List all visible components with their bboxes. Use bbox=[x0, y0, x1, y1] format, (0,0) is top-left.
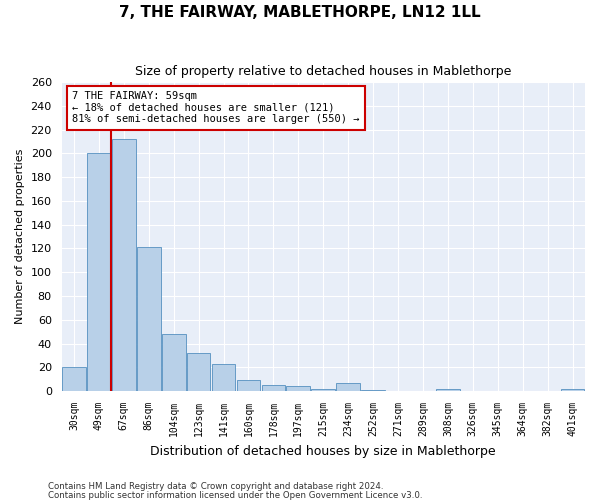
Bar bbox=[560, 389, 584, 391]
Bar bbox=[212, 364, 235, 391]
Y-axis label: Number of detached properties: Number of detached properties bbox=[15, 149, 25, 324]
Bar bbox=[187, 353, 211, 391]
Bar bbox=[361, 390, 385, 391]
Text: 7, THE FAIRWAY, MABLETHORPE, LN12 1LL: 7, THE FAIRWAY, MABLETHORPE, LN12 1LL bbox=[119, 5, 481, 20]
Bar bbox=[137, 248, 161, 391]
Bar bbox=[311, 389, 335, 391]
Bar bbox=[436, 389, 460, 391]
X-axis label: Distribution of detached houses by size in Mablethorpe: Distribution of detached houses by size … bbox=[151, 444, 496, 458]
Bar bbox=[262, 385, 285, 391]
Bar bbox=[286, 386, 310, 391]
Bar bbox=[87, 154, 111, 391]
Text: Contains HM Land Registry data © Crown copyright and database right 2024.: Contains HM Land Registry data © Crown c… bbox=[48, 482, 383, 491]
Bar bbox=[236, 380, 260, 391]
Bar bbox=[162, 334, 185, 391]
Text: Contains public sector information licensed under the Open Government Licence v3: Contains public sector information licen… bbox=[48, 490, 422, 500]
Bar bbox=[337, 383, 360, 391]
Text: 7 THE FAIRWAY: 59sqm
← 18% of detached houses are smaller (121)
81% of semi-deta: 7 THE FAIRWAY: 59sqm ← 18% of detached h… bbox=[72, 91, 359, 124]
Bar bbox=[62, 368, 86, 391]
Title: Size of property relative to detached houses in Mablethorpe: Size of property relative to detached ho… bbox=[135, 65, 511, 78]
Bar bbox=[112, 139, 136, 391]
